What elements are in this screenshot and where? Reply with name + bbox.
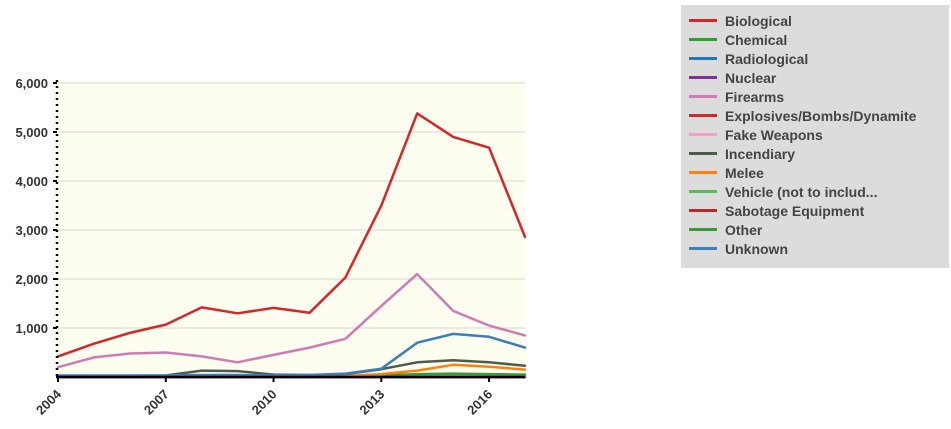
- legend-label: Sabotage Equipment: [725, 202, 865, 219]
- legend-label: Melee: [725, 164, 764, 181]
- legend-swatch: [689, 19, 717, 22]
- legend-label: Radiological: [725, 50, 809, 67]
- legend-item[interactable]: Other: [689, 220, 949, 239]
- legend-swatch: [689, 152, 717, 155]
- legend-label: Chemical: [725, 31, 788, 48]
- legend-item[interactable]: Fake Weapons: [689, 125, 949, 144]
- legend-label: Other: [725, 221, 763, 238]
- x-tick-label: 2004: [33, 386, 65, 418]
- legend-item[interactable]: Incendiary: [689, 144, 949, 163]
- y-tick-label: 2,000: [15, 272, 48, 287]
- legend-swatch: [689, 38, 717, 41]
- y-tick-label: 3,000: [15, 223, 48, 238]
- legend-label: Unknown: [725, 240, 788, 257]
- legend-swatch: [689, 114, 717, 117]
- legend-label: Nuclear: [725, 69, 777, 86]
- legend-item[interactable]: Unknown: [689, 239, 949, 258]
- y-axis-tick-labels: 1,000 2,000 3,000 4,000 5,000 6,000: [15, 76, 48, 336]
- legend-swatch: [689, 247, 717, 250]
- series-line-12: [56, 332, 527, 377]
- series-line-4: [56, 272, 527, 369]
- legend-label: Biological: [725, 12, 792, 29]
- x-axis-tick-labels: 2004 2007 2010 2013 2016: [33, 386, 495, 418]
- legend-swatch: [689, 133, 717, 136]
- y-tick-label: 6,000: [15, 76, 48, 91]
- legend-item[interactable]: Biological: [689, 11, 949, 30]
- legend-item[interactable]: Nuclear: [689, 68, 949, 87]
- legend-swatch: [689, 76, 717, 79]
- legend-label: Fake Weapons: [725, 126, 823, 143]
- legend-item[interactable]: Firearms: [689, 87, 949, 106]
- legend-swatch: [689, 190, 717, 193]
- y-tick-label: 4,000: [15, 174, 48, 189]
- legend-item[interactable]: Melee: [689, 163, 949, 182]
- legend-item[interactable]: Vehicle (not to includ...: [689, 182, 949, 201]
- legend-item[interactable]: Sabotage Equipment: [689, 201, 949, 220]
- x-tick-label: 2013: [356, 387, 387, 418]
- legend-item[interactable]: Radiological: [689, 49, 949, 68]
- y-tick-label: 1,000: [15, 321, 48, 336]
- legend-swatch: [689, 209, 717, 212]
- legend-item[interactable]: Explosives/Bombs/Dynamite: [689, 106, 949, 125]
- legend-item[interactable]: Chemical: [689, 30, 949, 49]
- legend-swatch: [689, 57, 717, 60]
- legend-label: Incendiary: [725, 145, 796, 162]
- chart-legend: Biological Chemical Radiological Nuclear Fir…: [681, 5, 949, 268]
- legend-swatch: [689, 95, 717, 98]
- legend-label: Vehicle (not to includ...: [725, 183, 878, 200]
- legend-label: Explosives/Bombs/Dynamite: [725, 107, 917, 124]
- axes: [53, 80, 525, 382]
- legend-swatch: [689, 228, 717, 231]
- legend-swatch: [689, 171, 717, 174]
- x-tick-label: 2007: [141, 387, 172, 418]
- legend-label: Firearms: [725, 88, 785, 105]
- x-tick-label: 2010: [249, 387, 280, 418]
- x-tick-label: 2016: [464, 387, 495, 418]
- series-line-5: [56, 112, 527, 358]
- gridlines: [58, 82, 525, 329]
- y-tick-label: 5,000: [15, 125, 48, 140]
